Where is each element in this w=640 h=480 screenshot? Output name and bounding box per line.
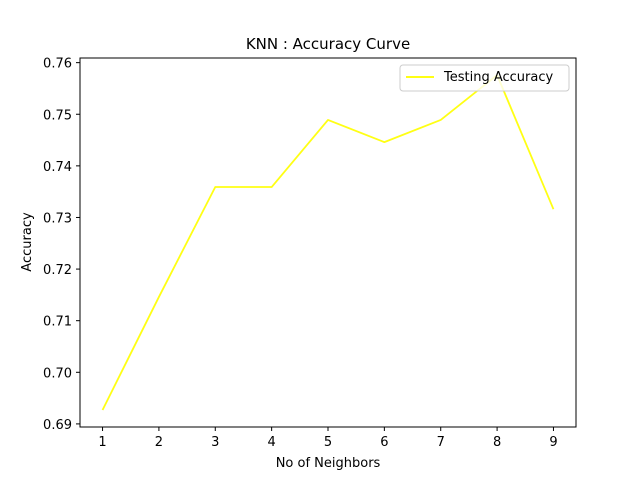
x-tick-label: 9 <box>549 435 557 450</box>
y-axis-ticks: 0.69 0.70 0.71 0.72 0.73 0.74 0.75 0.76 <box>43 57 80 433</box>
legend-label: Testing Accuracy <box>443 70 553 85</box>
y-tick-label: 0.73 <box>43 211 72 226</box>
y-tick-label: 0.74 <box>43 160 72 175</box>
data-point <box>102 409 104 411</box>
plot-frame <box>79 57 577 428</box>
x-tick-label: 8 <box>493 435 501 450</box>
x-axis-ticks: 1 2 3 4 5 6 7 8 9 <box>98 427 558 450</box>
y-tick-label: 0.75 <box>43 108 72 123</box>
data-point <box>327 119 329 121</box>
x-tick-label: 2 <box>155 435 163 450</box>
x-tick-label: 4 <box>267 435 275 450</box>
data-point <box>384 141 386 143</box>
y-tick-label: 0.70 <box>43 366 72 381</box>
x-tick-label: 3 <box>211 435 219 450</box>
x-axis-label: No of Neighbors <box>276 456 381 471</box>
x-tick-label: 7 <box>437 435 445 450</box>
legend: Testing Accuracy <box>399 64 570 92</box>
y-tick-label: 0.71 <box>43 315 72 330</box>
data-point <box>440 119 442 121</box>
y-axis-label: Accuracy <box>20 212 35 272</box>
data-point <box>271 186 273 188</box>
x-tick-label: 6 <box>380 435 388 450</box>
legend-box <box>399 64 570 92</box>
data-point <box>553 208 555 210</box>
y-tick-label: 0.76 <box>43 57 72 72</box>
data-point <box>214 186 216 188</box>
y-tick-label: 0.69 <box>43 418 72 433</box>
x-tick-label: 1 <box>98 435 106 450</box>
x-tick-label: 5 <box>324 435 332 450</box>
y-tick-label: 0.72 <box>43 263 72 278</box>
chart-title: KNN : Accuracy Curve <box>246 35 410 53</box>
data-point <box>158 296 160 298</box>
plot-area <box>79 57 577 428</box>
